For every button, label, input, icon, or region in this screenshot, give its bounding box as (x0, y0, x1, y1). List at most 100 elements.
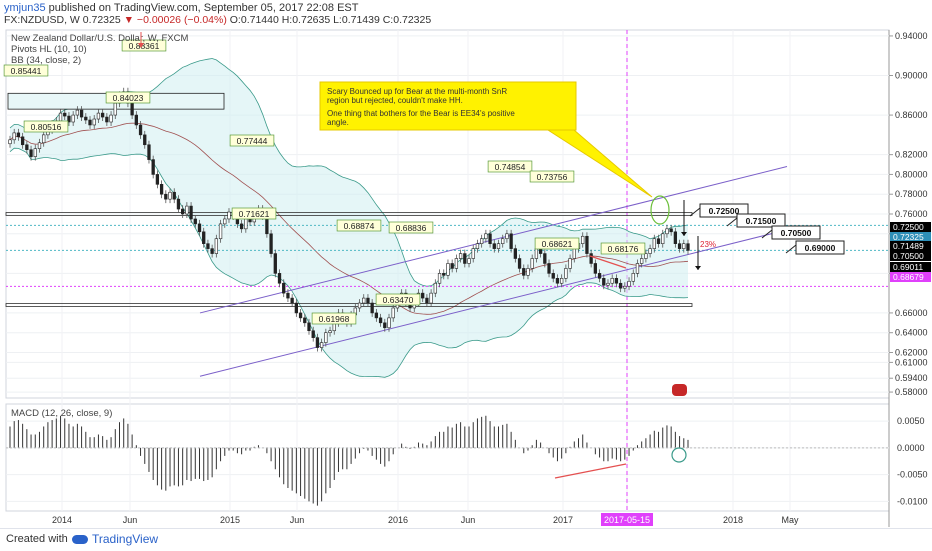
candle-body (555, 278, 560, 284)
time-tick-label: 2017 (553, 515, 573, 525)
pivot-label-box (121, 39, 167, 52)
candle-body (458, 253, 463, 259)
bollinger-band-fill (10, 58, 688, 378)
price-tick-label: 0.78000 (895, 189, 928, 199)
candle-body (307, 322, 311, 332)
candle-body (138, 124, 143, 136)
price-change: ▼ −0.00026 (−0.04%) (123, 14, 227, 26)
target-label-box (795, 240, 845, 255)
candle-body (159, 184, 164, 195)
candle-body (463, 253, 467, 264)
candle-body (303, 317, 307, 324)
candle-body (109, 114, 113, 123)
price-tick-label: 0.94000 (895, 31, 928, 41)
pivot-label: 0.88361 (129, 41, 160, 51)
candle-body (597, 273, 602, 279)
price-tag-box (890, 241, 931, 251)
candle-body (661, 233, 665, 244)
candle-body (437, 273, 442, 284)
candle-body (446, 263, 450, 276)
pivots-indicator-label: Pivots HL (10, 10) (11, 44, 87, 55)
tradingview-logo[interactable]: TradingView (72, 532, 158, 546)
candle-body (610, 278, 614, 284)
annotation-callout-box (319, 81, 577, 131)
candle-body (324, 332, 328, 343)
channel-lower-line (199, 229, 788, 377)
candle-body (273, 253, 277, 274)
pivot-label: 0.68176 (608, 244, 639, 254)
candle-body (100, 112, 105, 118)
candle-body (92, 118, 96, 126)
candle-body (290, 297, 294, 304)
candle-body (471, 248, 475, 259)
candle-body (686, 243, 690, 251)
candle-body (568, 258, 572, 269)
pivot-label: 0.71621 (239, 209, 270, 219)
candle-body (374, 312, 379, 319)
candle-body (488, 233, 492, 244)
candle-body (534, 248, 539, 259)
price-tick-label: 0.61000 (895, 357, 928, 367)
price-tag-box (890, 251, 931, 261)
candle-body (421, 292, 425, 299)
candle-body (656, 238, 661, 244)
candle-body (151, 159, 155, 175)
time-tick-label: May (781, 515, 799, 525)
price-divergence-arrow (589, 255, 627, 269)
footer-bar: Created with TradingView (0, 528, 932, 551)
candle-body (239, 223, 244, 230)
author-link[interactable]: ymjun35 (4, 2, 46, 14)
pivot-label: 0.63470 (383, 295, 414, 305)
candle-body (319, 342, 324, 348)
pivot-label-box (311, 312, 357, 325)
candle-body (294, 302, 299, 314)
price-tag-label: 0.71489 (893, 241, 924, 251)
candle-body (193, 218, 197, 225)
target-label-box (736, 213, 786, 228)
candle-body (223, 218, 227, 225)
tradingview-brand: TradingView (92, 532, 159, 546)
candle-body (547, 263, 551, 274)
pivot-label-box (3, 64, 49, 77)
candle-body (669, 228, 673, 233)
candle-body (648, 248, 652, 254)
annotation-line-3: One thing that bothers for the Bear is E… (327, 109, 515, 118)
pivot-label-box (529, 170, 575, 183)
candle-body (682, 243, 686, 249)
candle-body (623, 285, 627, 289)
candle-body (269, 233, 273, 254)
ohlc-values: O:0.71440 H:0.72635 L:0.71439 C:0.72325 (229, 14, 432, 26)
candle-body (644, 253, 648, 259)
macd-pane-frame (5, 403, 890, 512)
channel-upper-line (199, 166, 788, 314)
candle-body (454, 258, 459, 269)
candle-body (387, 317, 391, 329)
candle-body (513, 248, 517, 259)
sr-zone-line (5, 303, 693, 307)
created-with-text: Created with (6, 533, 68, 545)
candle-body (105, 116, 109, 123)
time-tick-label: 2018 (723, 515, 743, 525)
candle-body (248, 218, 252, 223)
candle-body (585, 235, 589, 254)
publish-text: published on TradingView.com, September … (48, 2, 359, 14)
price-tick-label: 0.64000 (895, 328, 928, 338)
candle-body (84, 116, 88, 121)
candle-body (202, 231, 206, 244)
candle-body (589, 253, 593, 264)
time-tick-label: Jun (123, 515, 138, 525)
price-tick-label: 0.62000 (895, 347, 928, 357)
chart-canvas[interactable]: 0.94000 0.90000 0.86000 0.82000 0.80000 0.780… (0, 28, 932, 528)
candle-body (391, 307, 395, 319)
candle-body (509, 233, 513, 249)
candle-body (480, 238, 484, 244)
candle-body (12, 132, 16, 141)
price-tag-box (890, 232, 931, 242)
candle-body (25, 144, 29, 150)
price-tick-label: 0.90000 (895, 71, 928, 81)
event-flag-icon (672, 384, 687, 396)
header-marker-arrowhead (138, 43, 144, 48)
candle-body (42, 134, 46, 144)
candle-body (606, 282, 610, 286)
candle-body (311, 330, 315, 338)
